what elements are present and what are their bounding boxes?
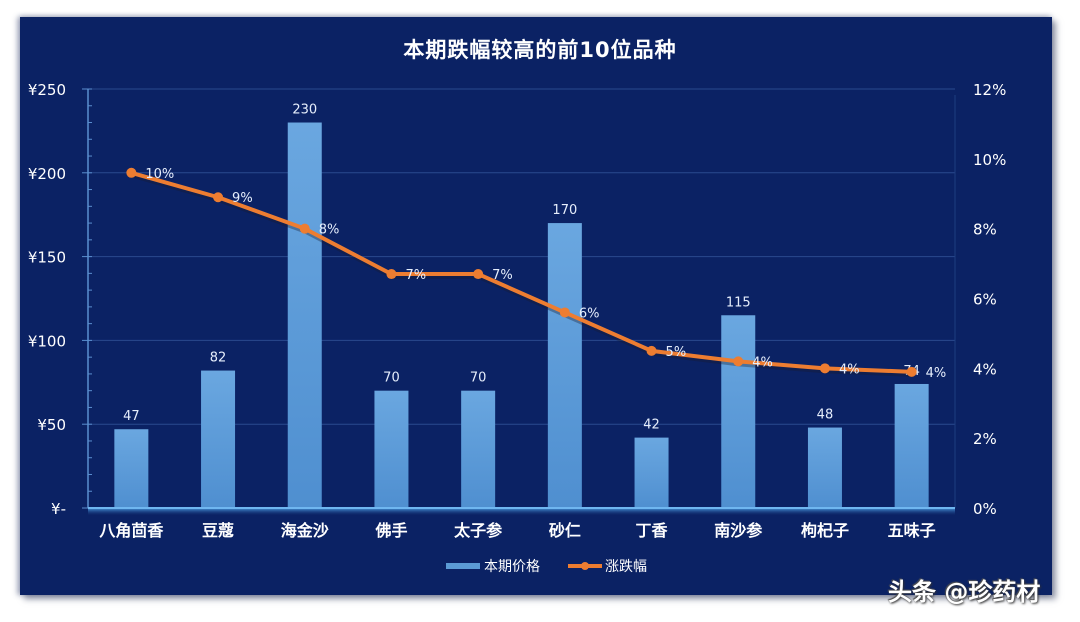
category-label: 砂仁	[549, 521, 581, 540]
line-value-label: 4%	[926, 366, 947, 381]
line-value-label: 4%	[839, 362, 860, 377]
line-value-label: 4%	[752, 355, 773, 370]
line-value-label: 7%	[405, 268, 426, 283]
bar	[114, 429, 149, 508]
legend-line-label: 涨跌幅	[605, 559, 647, 575]
line-marker	[646, 345, 657, 356]
chart-panel	[20, 17, 1052, 595]
line-marker	[126, 167, 137, 178]
left-tick-label: ¥250	[28, 81, 66, 99]
bar	[547, 223, 582, 508]
bar-value-label: 170	[552, 203, 577, 218]
line-value-label: 5%	[666, 345, 687, 360]
bar-value-label: 230	[292, 103, 317, 118]
bar-series: 47822307070170421154874	[114, 103, 929, 509]
bar-value-label: 42	[643, 418, 660, 433]
line-value-label: 10%	[145, 167, 174, 182]
left-tick-label: ¥50	[37, 416, 66, 434]
legend-line-marker	[581, 562, 589, 570]
bar-value-label: 70	[383, 371, 400, 386]
bar	[894, 383, 929, 508]
line-marker	[819, 363, 830, 374]
left-tick-label: ¥100	[28, 332, 66, 350]
x-axis-labels: 八角茴香 豆蔻 海金沙 佛手 太子参 砂仁 丁香 南沙参 枸杞子 五味子	[98, 521, 935, 540]
bar	[461, 390, 496, 508]
right-tick-label: 2%	[973, 430, 997, 448]
line-marker	[733, 356, 744, 367]
bar	[287, 122, 322, 509]
right-axis: 0% 2% 4% 6% 8% 10% 12%	[973, 81, 1006, 518]
category-label: 豆蔻	[202, 521, 234, 540]
category-label: 南沙参	[714, 521, 763, 540]
left-tick-label: ¥150	[28, 249, 66, 267]
line-marker	[559, 307, 570, 318]
bar	[634, 437, 669, 508]
legend-bar-label: 本期价格	[484, 559, 540, 575]
line-marker	[473, 269, 484, 280]
bar-value-label: 47	[123, 409, 140, 424]
category-label: 佛手	[374, 521, 407, 540]
line-path	[130, 170, 912, 374]
x-axis-baseline	[88, 507, 955, 516]
right-tick-label: 6%	[973, 291, 997, 309]
right-tick-label: 4%	[973, 360, 997, 378]
bar-value-label: 115	[726, 295, 751, 310]
line-marker	[906, 366, 917, 377]
left-tick-label: ¥200	[28, 165, 66, 183]
right-tick-label: 8%	[973, 221, 997, 239]
bar-value-label: 70	[470, 371, 487, 386]
bar	[721, 315, 756, 508]
chart-title: 本期跌幅较高的前10位品种	[403, 38, 677, 62]
bar	[374, 390, 409, 508]
category-label: 枸杞子	[801, 521, 849, 540]
category-label: 太子参	[453, 521, 503, 540]
line-value-label: 8%	[319, 223, 340, 238]
line-series: 10% 9% 8% 7% 7% 6% 5% 4% 4% 4%	[126, 167, 946, 381]
right-tick-label: 12%	[973, 81, 1006, 99]
legend: 本期价格 涨跌幅	[446, 559, 647, 575]
bar	[201, 370, 236, 508]
right-tick-label: 10%	[973, 151, 1006, 169]
category-label: 海金沙	[281, 521, 329, 540]
line-value-label: 9%	[232, 191, 253, 206]
watermark: 头条 @珍药材	[888, 578, 1041, 606]
category-label: 丁香	[636, 521, 669, 540]
category-label: 八角茴香	[98, 521, 164, 540]
bar-value-label: 48	[817, 408, 834, 423]
bar-value-label: 82	[210, 351, 227, 366]
line-value-label: 7%	[492, 268, 513, 283]
category-label: 五味子	[888, 521, 936, 540]
bar	[807, 427, 842, 508]
left-axis: ¥- ¥50 ¥100 ¥150 ¥200 ¥250	[28, 81, 92, 518]
line-marker	[299, 223, 310, 234]
left-tick-label: ¥-	[51, 500, 66, 518]
right-tick-label: 0%	[973, 500, 997, 518]
line-marker	[213, 192, 224, 203]
legend-bar-swatch	[446, 563, 480, 569]
line-marker	[386, 269, 397, 280]
line-value-label: 6%	[579, 306, 600, 321]
